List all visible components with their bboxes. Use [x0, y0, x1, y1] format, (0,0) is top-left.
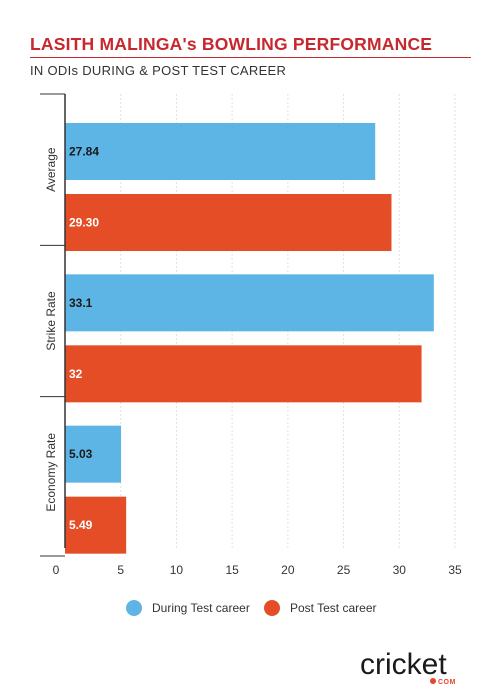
legend-swatch-during — [126, 600, 142, 616]
data-label: 33.1 — [69, 296, 93, 310]
x-tick-label: 10 — [170, 563, 184, 577]
bar-during — [65, 425, 122, 483]
category-label: Average — [44, 147, 58, 192]
logo-sub: COM — [430, 678, 456, 686]
x-tick-label: 30 — [393, 563, 407, 577]
data-label: 5.49 — [69, 518, 93, 532]
bar-post — [65, 194, 392, 251]
category-label: Economy Rate — [44, 433, 58, 512]
chart-subtitle: IN ODIs DURING & POST TEST CAREER — [30, 63, 287, 78]
cricket-com-logo: cricket COM — [360, 648, 472, 688]
title-rule — [30, 57, 471, 58]
logo-text: cricket — [360, 648, 447, 681]
x-tick-label: 20 — [281, 563, 295, 577]
bar-during — [65, 274, 434, 332]
data-label: 29.30 — [69, 216, 99, 230]
legend-swatch-post — [264, 600, 280, 616]
axes: 0 5 10 15 20 25 30 35 Average Strike Rate Economy … — [40, 93, 462, 577]
bars: 27.84 29.30 33.1 32 5.03 5.49 — [65, 123, 434, 554]
x-tick-label: 35 — [448, 563, 462, 577]
legend: During Test career Post Test career — [0, 600, 500, 620]
bar-post — [65, 496, 127, 554]
x-tick-label: 25 — [337, 563, 351, 577]
x-tick-label: 15 — [225, 563, 239, 577]
chart-title: LASITH MALINGA's BOWLING PERFORMANCE — [30, 34, 433, 54]
data-label: 5.03 — [69, 447, 93, 461]
legend-item-post: Post Test career — [264, 600, 376, 616]
bar-post — [65, 345, 422, 403]
legend-item-during: During Test career — [126, 600, 250, 616]
bar-chart: 27.84 29.30 33.1 32 5.03 5.49 0 5 10 15 20 25 30 35 A… — [40, 93, 462, 577]
data-label: 32 — [69, 367, 83, 381]
category-label: Strike Rate — [44, 291, 58, 351]
data-label: 27.84 — [69, 145, 99, 159]
x-tick-label: 0 — [53, 563, 60, 577]
legend-label-post: Post Test career — [290, 601, 377, 615]
legend-label-during: During Test career — [152, 601, 250, 615]
x-tick-label: 5 — [117, 563, 124, 577]
bar-during — [65, 123, 376, 180]
